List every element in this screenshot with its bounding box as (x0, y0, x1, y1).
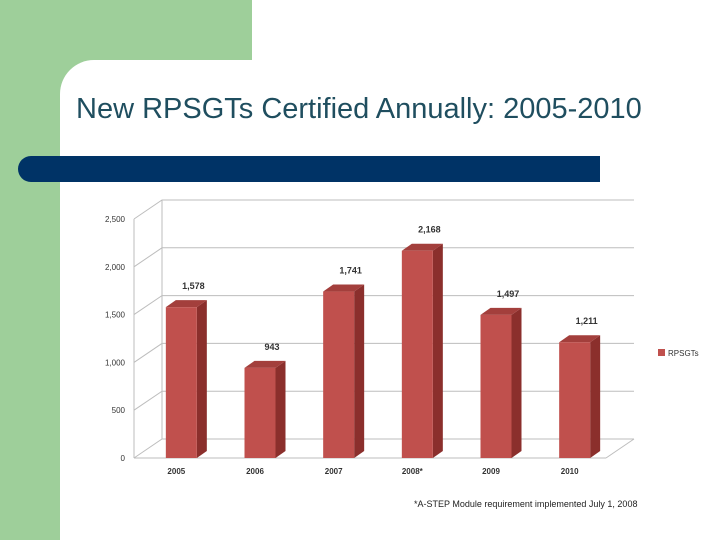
x-tick-label: 2008* (402, 467, 424, 476)
y-tick-label: 2,500 (105, 215, 126, 224)
x-tick-label: 2006 (246, 467, 264, 476)
slide-panel (60, 60, 720, 540)
bar-top (480, 307, 522, 315)
x-tick-label: 2007 (325, 467, 343, 476)
y-tick-label: 0 (121, 454, 126, 463)
legend-swatch (658, 349, 665, 356)
bar (480, 314, 512, 458)
y-tick-label: 1,500 (105, 311, 126, 320)
x-tick-label: 2009 (482, 467, 500, 476)
y-tick-label: 1,000 (105, 358, 126, 367)
gridline (133, 199, 634, 220)
bar-side (196, 300, 207, 458)
gridline (133, 342, 634, 363)
bar-side (354, 284, 365, 458)
gridline (133, 295, 634, 316)
y-axis-ticks: 0 500 1,000 1,500 2,000 2,500 (105, 215, 126, 463)
bar (323, 291, 355, 458)
data-label: 1,211 (576, 316, 598, 326)
data-label: 2,168 (418, 225, 441, 235)
floor-right-edge (605, 438, 635, 459)
bar (165, 307, 197, 458)
grid-lines (133, 199, 635, 459)
chart-footnote: *A-STEP Module requirement implemented J… (414, 499, 638, 509)
bar-side (432, 243, 443, 458)
legend-label: RPSGTs (668, 349, 699, 358)
x-tick-label: 2005 (167, 467, 185, 476)
bar-side (275, 360, 286, 458)
bar-top (401, 243, 443, 251)
bar-side (590, 335, 601, 458)
bar-top (165, 300, 207, 308)
bar-top (559, 335, 601, 343)
bar (401, 250, 433, 458)
gridline (133, 438, 634, 459)
x-tick-label: 2010 (561, 467, 579, 476)
data-label: 943 (264, 342, 279, 352)
gridline (133, 247, 634, 268)
data-label: 1,741 (339, 266, 362, 276)
bar-top (244, 360, 286, 368)
data-labels: 1,578 943 1,741 2,168 1,497 1,211 (182, 225, 598, 352)
gridline (133, 390, 634, 411)
bar (244, 367, 276, 458)
bar (559, 342, 591, 458)
y-tick-label: 2,000 (105, 263, 126, 272)
data-label: 1,497 (497, 289, 520, 299)
slide-title: New RPSGTs Certified Annually: 2005-2010 (76, 93, 642, 125)
data-label: 1,578 (182, 281, 205, 291)
bars (165, 243, 601, 458)
legend: RPSGTs (658, 349, 699, 358)
bar-side (511, 307, 522, 458)
y-tick-label: 500 (112, 406, 126, 415)
x-axis-ticks: 2005 2006 2007 2008* 2009 2010 (167, 467, 579, 476)
bar-top (323, 284, 365, 292)
title-underline-bar (18, 156, 600, 182)
